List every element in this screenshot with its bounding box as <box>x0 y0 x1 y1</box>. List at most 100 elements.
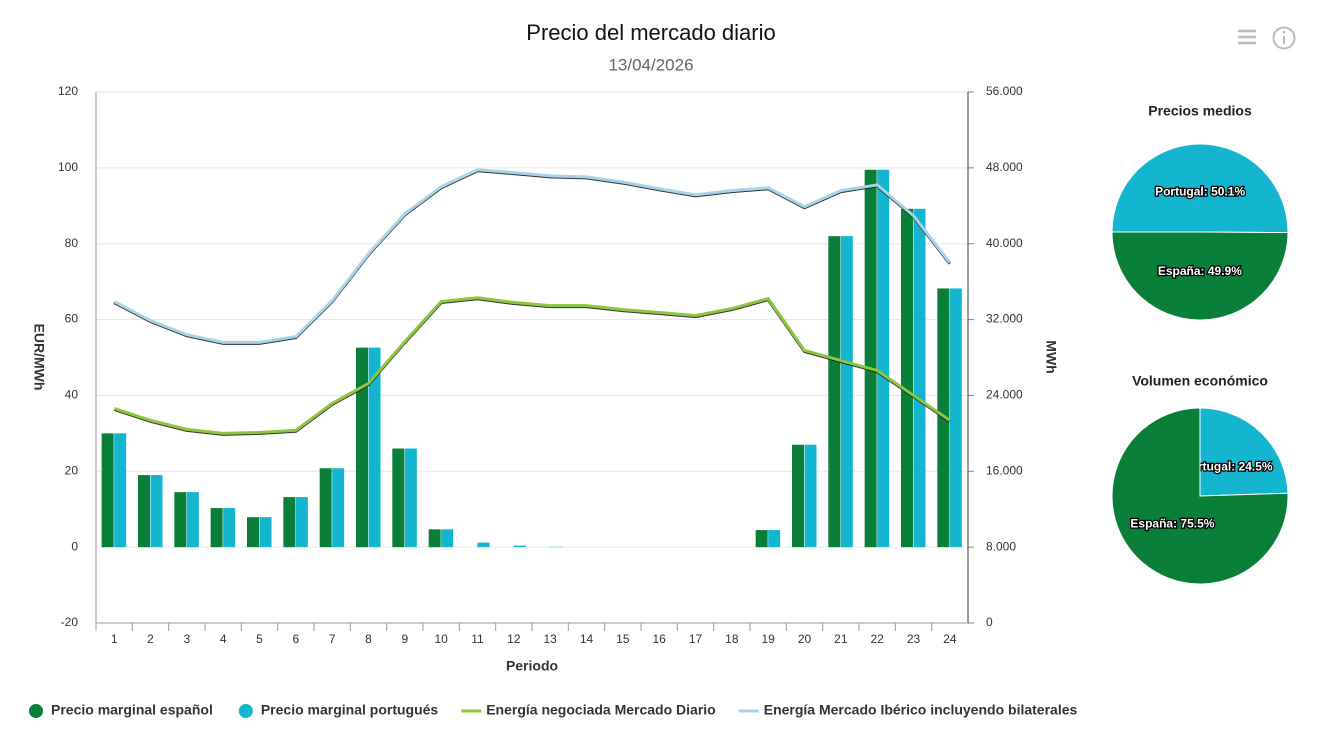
bar <box>840 236 853 548</box>
y2-tick-label: 16.000 <box>986 463 1023 477</box>
bar <box>259 517 272 548</box>
pie-label: España: 75.5% <box>1130 517 1214 531</box>
bar <box>186 492 199 548</box>
y2-tick-label: 0 <box>986 615 993 629</box>
x-tick-label: 18 <box>725 632 739 646</box>
bar <box>150 475 163 548</box>
bar <box>368 347 381 548</box>
x-axis-title: Periodo <box>506 658 558 674</box>
y2-tick-label: 48.000 <box>986 160 1023 174</box>
pie-title: Volumen económico <box>1132 373 1268 389</box>
bar <box>223 508 236 548</box>
bar <box>441 529 454 548</box>
pie-slice <box>1199 407 1289 497</box>
x-tick-label: 8 <box>365 632 372 646</box>
x-tick-label: 17 <box>689 632 703 646</box>
legend-symbol <box>29 704 43 718</box>
bar <box>283 497 296 548</box>
pie-label: España: 49.9% <box>1158 264 1242 278</box>
x-tick-label: 1 <box>111 632 118 646</box>
bar <box>174 492 187 548</box>
bar <box>247 517 259 548</box>
bar <box>792 444 804 548</box>
bar <box>428 529 441 548</box>
legend-label: Precio marginal portugués <box>261 702 439 718</box>
menu-icon[interactable] <box>1238 29 1256 45</box>
y-tick-label: 0 <box>71 539 78 553</box>
y-tick-label: 100 <box>58 160 78 174</box>
x-tick-label: 6 <box>292 632 299 646</box>
bar <box>755 530 768 548</box>
bar <box>101 433 114 548</box>
bar <box>319 468 332 548</box>
y2-tick-label: 40.000 <box>986 236 1023 250</box>
bar <box>404 448 417 548</box>
x-tick-label: 21 <box>834 632 848 646</box>
x-tick-label: 13 <box>543 632 557 646</box>
bar <box>356 347 368 548</box>
bar <box>138 475 150 548</box>
x-tick-label: 2 <box>147 632 154 646</box>
legend-item[interactable]: Energía Mercado Ibérico incluyendo bilat… <box>738 702 1078 718</box>
y-tick-label: 40 <box>65 388 79 402</box>
y-axis-title: EUR/MWh <box>31 324 47 391</box>
x-tick-label: 9 <box>401 632 408 646</box>
bar <box>295 497 308 548</box>
chart-subtitle: 13/04/2026 <box>608 55 693 74</box>
info-icon[interactable] <box>1272 26 1296 50</box>
legend-label: Energía Mercado Ibérico incluyendo bilat… <box>764 702 1078 718</box>
legend-label: Energía negociada Mercado Diario <box>486 702 716 718</box>
y-tick-label: 20 <box>65 463 79 477</box>
x-tick-label: 10 <box>434 632 448 646</box>
legend-item[interactable]: Energía negociada Mercado Diario <box>461 702 716 718</box>
x-tick-label: 5 <box>256 632 263 646</box>
chart-title: Precio del mercado diario <box>526 20 775 45</box>
x-tick-label: 19 <box>761 632 775 646</box>
y2-axis-title: MWh <box>1043 340 1059 373</box>
x-tick-label: 12 <box>507 632 521 646</box>
x-tick-label: 11 <box>471 632 484 646</box>
legend-label: Precio marginal español <box>51 702 213 718</box>
line <box>113 296 951 435</box>
y-tick-label: 80 <box>65 236 79 250</box>
x-tick-label: 20 <box>798 632 812 646</box>
bar <box>949 288 962 548</box>
pie-title: Precios medios <box>1148 103 1252 119</box>
y-tick-label: -20 <box>61 615 79 629</box>
y-tick-label: 60 <box>65 312 79 326</box>
x-tick-label: 14 <box>580 632 594 646</box>
pie-label: Portugal: 50.1% <box>1155 185 1245 199</box>
bar <box>768 530 781 548</box>
legend-item[interactable]: Precio marginal portugués <box>238 702 439 718</box>
pie-label: Portugal: 24.5% <box>1183 460 1273 474</box>
bar <box>392 448 405 548</box>
pie-slice <box>1111 407 1289 585</box>
bar <box>513 545 526 548</box>
x-tick-label: 22 <box>870 632 884 646</box>
y2-tick-label: 32.000 <box>986 312 1023 326</box>
bar <box>477 542 490 548</box>
legend-item[interactable]: Precio marginal español <box>29 702 213 718</box>
bar <box>332 468 345 548</box>
x-tick-label: 15 <box>616 632 630 646</box>
y2-tick-label: 56.000 <box>986 84 1023 98</box>
bar <box>901 208 913 548</box>
y2-tick-label: 24.000 <box>986 388 1023 402</box>
line <box>113 168 952 344</box>
x-tick-label: 23 <box>907 632 921 646</box>
bar <box>937 288 950 548</box>
bar <box>114 433 127 548</box>
pie-slice <box>1111 143 1289 234</box>
x-tick-label: 4 <box>220 632 227 646</box>
bar <box>913 208 926 548</box>
y2-tick-label: 8.000 <box>986 539 1016 553</box>
pie-slice <box>1111 231 1289 321</box>
bar <box>804 444 817 548</box>
y-tick-label: 120 <box>58 84 78 98</box>
bar <box>210 508 223 548</box>
x-tick-label: 3 <box>183 632 190 646</box>
bar <box>877 169 890 548</box>
legend-symbol <box>238 704 253 718</box>
x-tick-label: 16 <box>652 632 666 646</box>
